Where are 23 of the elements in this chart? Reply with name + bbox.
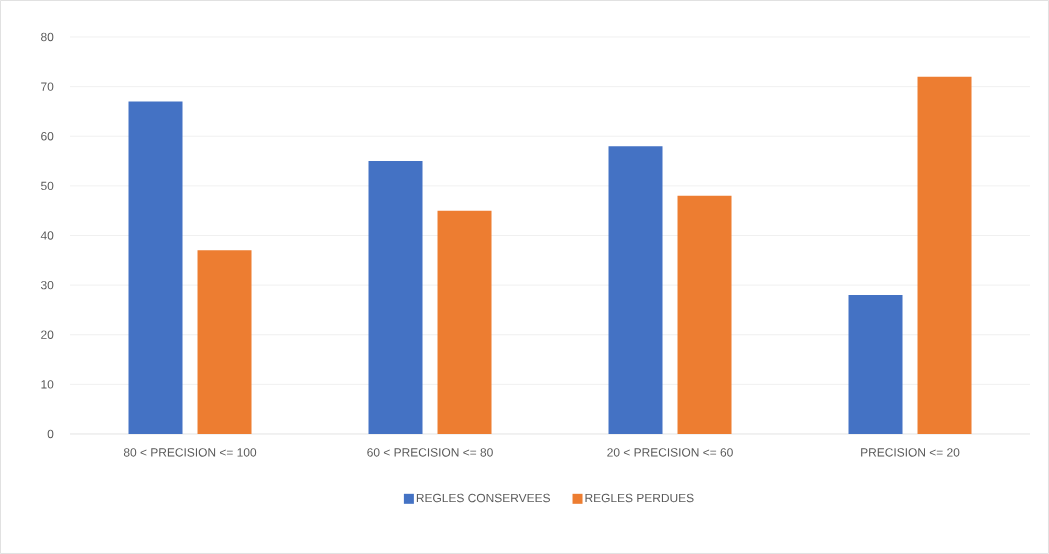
y-tick-label: 40 xyxy=(40,231,54,240)
y-tick-label: 80 xyxy=(41,32,54,42)
y-tick-label: 20 xyxy=(41,330,54,339)
bar xyxy=(677,195,732,434)
y-tick-label: 10 xyxy=(41,380,54,389)
bar xyxy=(128,101,183,434)
x-tick-label: 80 < PRECISION <= 100 xyxy=(123,448,257,457)
bar xyxy=(368,161,423,434)
y-tick-label: 30 xyxy=(40,280,54,290)
y-tick-label: 0 xyxy=(47,429,54,439)
x-tick-label: 20 < PRECISION <= 60 xyxy=(607,448,733,457)
bar xyxy=(197,250,252,434)
y-tick-label: 70 xyxy=(41,82,54,91)
y-tick-label: 60 xyxy=(41,132,54,141)
x-tick-label: 60 < PRECISION <= 80 xyxy=(367,448,493,457)
bar xyxy=(848,295,903,434)
legend-label: REGLES CONSERVEES xyxy=(416,493,550,503)
y-tick-label: 50 xyxy=(41,181,54,191)
x-tick-label: PRECISION <= 20 xyxy=(861,448,960,457)
bar xyxy=(917,76,972,434)
bar xyxy=(437,210,492,434)
legend-label: REGLES PERDUES xyxy=(585,493,694,503)
bar xyxy=(608,146,663,434)
